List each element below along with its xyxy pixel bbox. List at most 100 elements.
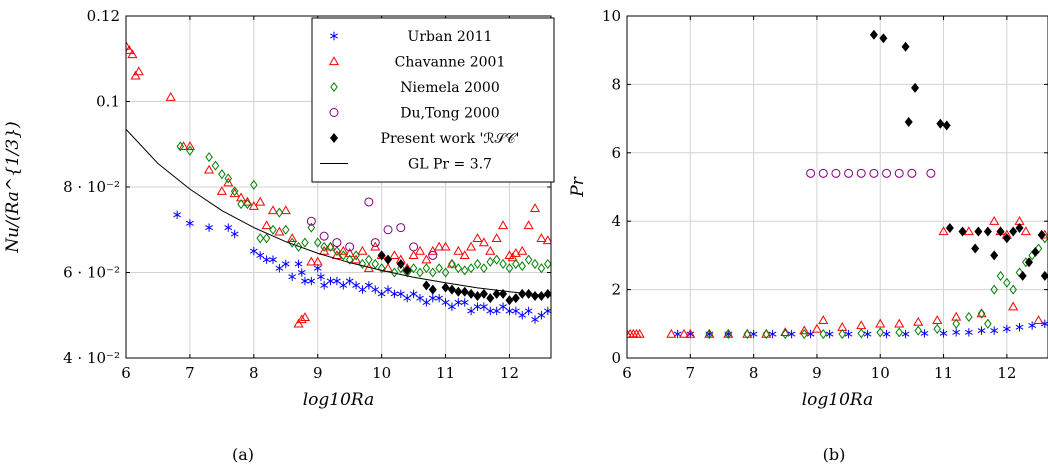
data-point-triangle: [261, 220, 272, 230]
data-point-asterisk: [230, 229, 239, 239]
y-tick-label: 8: [611, 75, 621, 93]
data-point-filled-diamond: [911, 82, 920, 93]
x-tick-label: 11: [436, 364, 455, 382]
data-point-asterisk: [505, 306, 514, 316]
data-point-circle: [831, 168, 841, 178]
data-point-diamond: [492, 254, 501, 265]
data-point-asterisk: [460, 298, 469, 307]
data-point-asterisk: [825, 329, 834, 339]
data-point-filled-diamond: [990, 250, 999, 261]
data-point-filled-diamond: [377, 250, 386, 261]
data-point-filled-diamond: [492, 288, 501, 299]
y-tick-label: 0: [611, 349, 621, 367]
y-tick-label: 0.1: [96, 93, 120, 111]
data-point-diamond: [352, 250, 360, 261]
chart-panel-b: 6 7 8 9 10 11 12 0 2 4 6 8 10 log10Ra Pr (b): [568, 7, 1048, 464]
data-point-filled-diamond: [936, 118, 945, 129]
data-point-triangle: [932, 315, 943, 325]
data-point-triangle: [446, 258, 458, 268]
panel-caption: (b): [823, 445, 846, 464]
data-point-circle: [907, 168, 917, 178]
data-point-triangle: [293, 318, 304, 328]
legend-entry-label: Niemela 2000: [400, 80, 499, 96]
data-point-asterisk: [173, 210, 182, 219]
data-point-triangle: [382, 263, 394, 272]
data-point-asterisk: [524, 306, 533, 316]
data-point-triangle: [523, 220, 534, 230]
data-point-triangle: [389, 250, 400, 260]
data-point-circle: [926, 168, 936, 178]
data-point-filled-diamond: [467, 288, 476, 299]
data-point-diamond: [333, 246, 341, 257]
data-point-triangle: [536, 233, 547, 242]
data-point-triangle: [453, 245, 464, 255]
data-point-triangle: [938, 226, 949, 236]
data-point-filled-diamond: [996, 226, 1005, 237]
data-point-filled-diamond: [447, 284, 456, 295]
data-point-diamond: [895, 327, 904, 338]
legend-marker-circle: [329, 108, 339, 117]
data-point-asterisk: [358, 285, 367, 294]
data-point-asterisk: [377, 289, 386, 299]
data-point-diamond: [762, 329, 771, 340]
data-point-filled-diamond: [479, 288, 488, 299]
data-point-triangle: [685, 328, 696, 338]
data-point-triangle: [542, 235, 551, 245]
data-point-diamond: [531, 258, 539, 269]
data-point-asterisk: [307, 276, 316, 286]
x-tick-label: 10: [871, 364, 890, 382]
data-point-diamond: [505, 263, 514, 274]
data-point-diamond: [218, 169, 226, 180]
data-point-filled-diamond: [1040, 270, 1048, 281]
data-point-asterisk: [256, 251, 265, 260]
data-point-asterisk: [952, 328, 961, 337]
data-point-asterisk: [288, 272, 297, 281]
data-point-diamond: [819, 329, 828, 340]
data-point-triangle: [319, 245, 330, 255]
data-point-diamond: [256, 233, 264, 244]
data-point-diamond: [952, 318, 960, 329]
data-point-diamond: [724, 329, 733, 340]
data-point-diamond: [262, 233, 271, 244]
data-point-triangle: [811, 323, 822, 333]
legend-marker-triangle: [328, 56, 340, 66]
data-point-triangle: [472, 233, 483, 242]
data-point-triangle: [761, 328, 772, 338]
data-point-triangle: [485, 245, 496, 255]
data-point-asterisk: [294, 259, 303, 269]
data-point-asterisk: [518, 311, 527, 320]
data-point-triangle: [742, 328, 753, 338]
data-point-asterisk: [511, 306, 520, 316]
data-point-asterisk: [301, 276, 309, 286]
data-point-diamond: [537, 263, 546, 274]
data-point-filled-diamond: [543, 288, 551, 299]
data-point-triangle: [421, 254, 432, 264]
data-point-diamond: [422, 263, 431, 274]
x-axis-label: log10Ra: [303, 390, 375, 410]
data-point-diamond: [205, 152, 213, 163]
data-point-diamond: [377, 263, 386, 274]
x-tick-label: 8: [749, 364, 759, 382]
data-point-asterisk: [920, 329, 929, 338]
y-tick-label: 8 · 10⁻²: [63, 178, 120, 196]
data-point-asterisk: [249, 246, 258, 256]
data-point-filled-diamond: [473, 291, 482, 302]
data-point-triangle: [666, 328, 677, 338]
data-point-diamond: [313, 237, 322, 248]
data-layer: [627, 29, 1048, 340]
data-point-diamond: [743, 329, 752, 340]
data-point-diamond: [281, 224, 290, 235]
data-point-diamond: [838, 329, 847, 340]
data-point-triangle: [338, 245, 349, 255]
y-tick-label: 4: [611, 212, 621, 230]
panel-caption: (a): [232, 445, 254, 464]
y-tick-label: 0.12: [87, 7, 120, 25]
data-point-triangle: [127, 49, 138, 59]
data-point-triangle: [408, 250, 419, 260]
legend-marker-filled-diamond: [329, 132, 339, 144]
data-point-filled-diamond: [511, 293, 520, 304]
data-point-triangle: [1033, 315, 1044, 325]
y-tick-label: 4 · 10⁻²: [63, 349, 120, 367]
data-point-triangle: [133, 66, 144, 76]
data-point-filled-diamond: [1031, 246, 1040, 257]
